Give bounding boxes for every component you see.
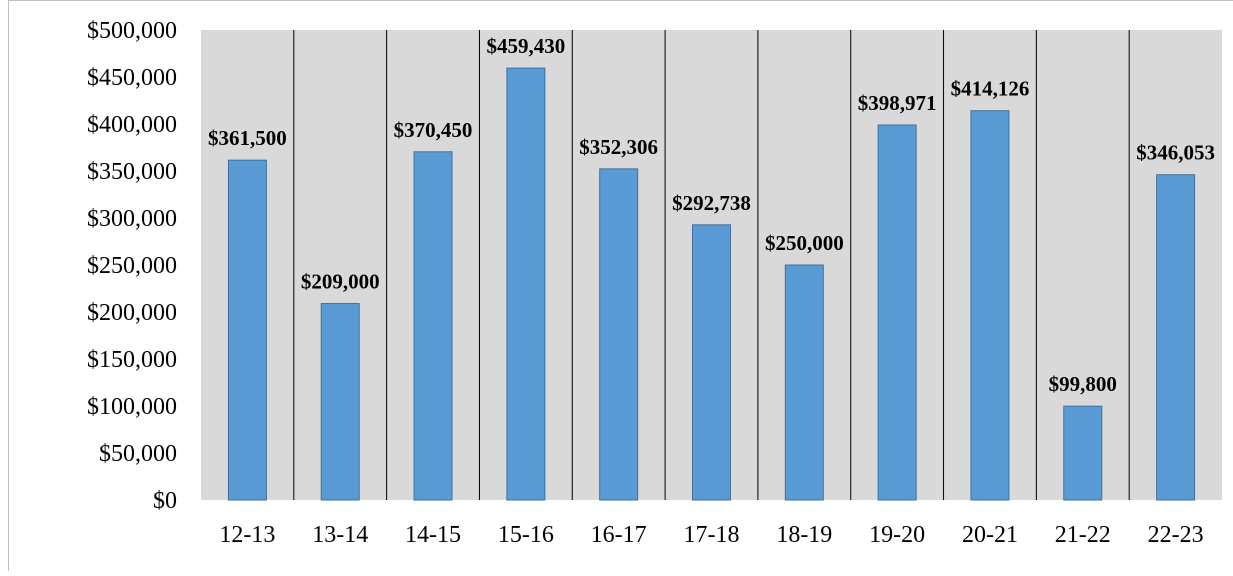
data-label-13-14: $209,000 (301, 270, 380, 294)
x-axis-tick-labels: 12-13 13-14 14-15 15-16 16-17 17-18 18-19 19-20… (219, 522, 1203, 548)
bar-22-23 (1156, 174, 1196, 501)
data-label-17-18: $292,738 (672, 191, 751, 215)
bar-20-21 (970, 110, 1010, 501)
frame-left-border (8, 0, 9, 571)
x-tick-label: 12-13 (219, 522, 275, 548)
bar-21-22 (1063, 405, 1103, 501)
bar-15-16 (506, 67, 546, 501)
x-tick-label: 21-22 (1055, 522, 1111, 548)
y-tick-label: $100,000 (87, 394, 177, 420)
data-label-22-23: $346,053 (1136, 141, 1215, 165)
y-tick-label: $300,000 (87, 206, 177, 232)
data-label-15-16: $459,430 (486, 34, 565, 58)
x-tick-label: 16-17 (591, 522, 647, 548)
y-tick-label: $400,000 (87, 112, 177, 138)
bar-17-18 (692, 224, 731, 501)
data-label-20-21: $414,126 (951, 77, 1030, 101)
category-separators (293, 30, 1130, 500)
x-tick-label: 19-20 (869, 522, 925, 548)
bar-13-14 (320, 303, 360, 501)
x-tick-label: 17-18 (684, 522, 740, 548)
data-label-16-17: $352,306 (579, 135, 658, 159)
bars-group (227, 67, 1196, 501)
bar-14-15 (413, 151, 453, 501)
x-tick-label: 20-21 (962, 522, 1018, 548)
bar-19-20 (877, 124, 917, 501)
data-label-18-19: $250,000 (765, 231, 844, 255)
data-label-14-15: $370,450 (394, 118, 473, 142)
y-tick-label: $50,000 (99, 441, 177, 467)
frame-top-border (8, 0, 1233, 1)
y-tick-label: $450,000 (87, 65, 177, 91)
x-tick-label: 18-19 (776, 522, 832, 548)
y-tick-label: $250,000 (87, 253, 177, 279)
x-tick-label: 15-16 (498, 522, 554, 548)
y-axis-tick-labels: $0 $50,000 $100,000 $150,000 $200,000 $250,00… (87, 18, 177, 514)
data-labels-group: $361,500 $209,000 $370,450 $459,430 $352,306… (208, 34, 1215, 396)
y-tick-label: $500,000 (87, 18, 177, 44)
bar-12-13 (227, 159, 267, 501)
y-tick-label: $0 (153, 488, 177, 514)
data-label-19-20: $398,971 (858, 91, 937, 115)
bar-18-19 (784, 264, 824, 501)
data-label-21-22: $99,800 (1049, 372, 1117, 396)
y-tick-label: $200,000 (87, 300, 177, 326)
data-label-12-13: $361,500 (208, 126, 287, 150)
x-tick-label: 14-15 (405, 522, 461, 548)
bar-16-17 (599, 168, 639, 501)
x-tick-label: 13-14 (312, 522, 368, 548)
x-tick-label: 22-23 (1148, 522, 1204, 548)
y-tick-label: $150,000 (87, 347, 177, 373)
y-tick-label: $350,000 (87, 159, 177, 185)
